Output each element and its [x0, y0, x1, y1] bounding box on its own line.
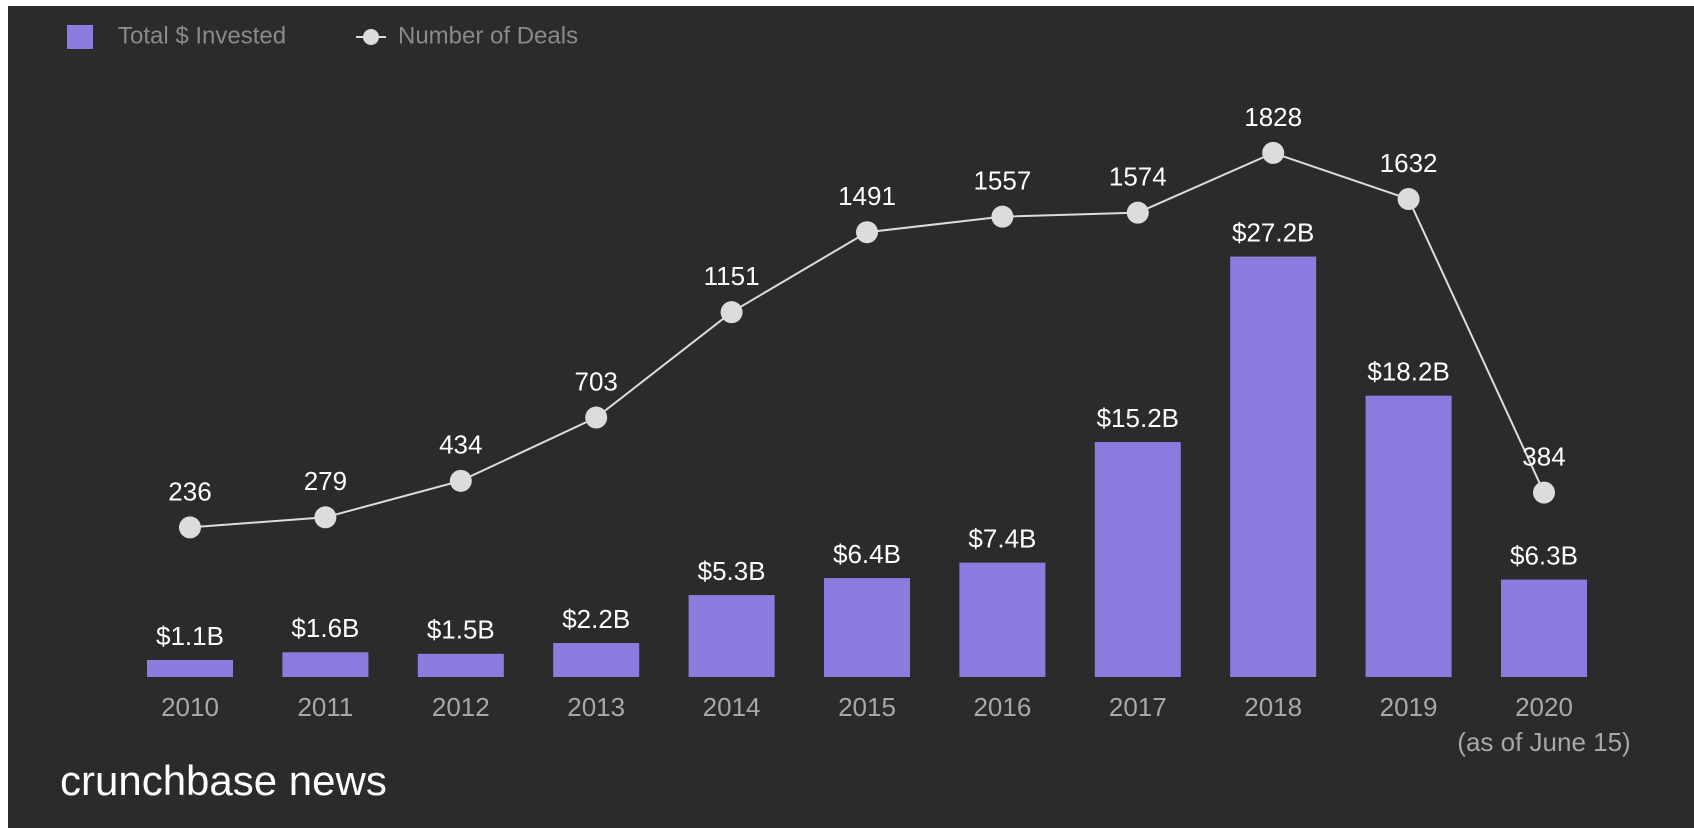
bar — [1501, 579, 1587, 677]
data-label: 1557 — [973, 166, 1031, 196]
data-label: $1.5B — [427, 615, 495, 645]
legend-label: Total $ Invested — [118, 22, 286, 49]
point — [179, 516, 201, 539]
bar — [1094, 442, 1181, 677]
bar — [959, 562, 1046, 677]
bar — [147, 659, 233, 677]
x-tick-label: 2020 — [1515, 692, 1573, 722]
point — [856, 221, 878, 244]
annotation: (as of June 15) — [1457, 727, 1630, 757]
data-label: $15.2B — [1097, 403, 1179, 433]
point — [991, 205, 1014, 228]
bar — [824, 578, 910, 677]
bar — [1365, 395, 1452, 677]
data-label: 1632 — [1380, 148, 1438, 178]
x-tick-label: 2010 — [161, 692, 219, 722]
data-label: 1151 — [704, 261, 760, 291]
point — [1126, 201, 1149, 224]
legend-marker — [363, 29, 379, 45]
point — [585, 406, 608, 429]
bar — [688, 595, 775, 677]
source: crunchbase news — [60, 757, 387, 804]
data-label: $6.3B — [1510, 540, 1578, 570]
data-label: 279 — [304, 466, 347, 496]
point — [1533, 481, 1555, 504]
data-label: 703 — [575, 366, 618, 396]
x-tick-label: 2015 — [838, 692, 896, 722]
x-tick-label: 2019 — [1380, 692, 1438, 722]
data-label: 1491 — [838, 181, 896, 211]
x-tick-label: 2016 — [973, 692, 1031, 722]
data-label: $1.1B — [156, 621, 224, 651]
data-label: $2.2B — [562, 604, 630, 634]
x-tick-label: 2018 — [1244, 692, 1302, 722]
data-label: $27.2B — [1232, 217, 1314, 247]
point — [449, 469, 472, 492]
point — [1397, 188, 1420, 211]
point — [720, 301, 743, 324]
x-tick-label: 2013 — [567, 692, 625, 722]
data-label: 384 — [1522, 441, 1565, 471]
data-label: $18.2B — [1367, 357, 1449, 387]
x-tick-label: 2017 — [1109, 692, 1167, 722]
legend-label: Number of Deals — [398, 22, 578, 49]
bar — [417, 653, 504, 677]
point — [1262, 141, 1285, 164]
bar — [1230, 256, 1317, 677]
data-label: 434 — [439, 430, 482, 460]
data-label: 1574 — [1109, 162, 1167, 192]
data-label: 236 — [168, 476, 211, 506]
x-tick-label: 2014 — [703, 692, 761, 722]
data-label: $7.4B — [968, 523, 1036, 553]
data-label: $1.6B — [291, 613, 359, 643]
legend-swatch — [67, 25, 93, 49]
x-tick-label: 2012 — [432, 692, 490, 722]
bar — [553, 642, 640, 677]
point — [314, 506, 337, 529]
data-label: 1828 — [1244, 102, 1302, 132]
bar — [282, 652, 369, 677]
data-label: $6.4B — [833, 539, 901, 569]
x-tick-label: 2011 — [297, 692, 353, 722]
data-label: $5.3B — [698, 556, 766, 586]
